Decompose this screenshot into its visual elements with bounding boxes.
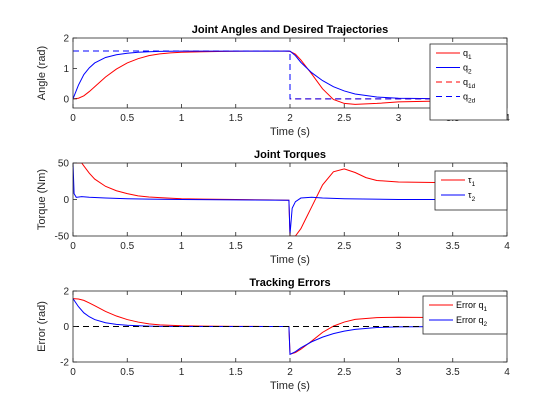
x-axis-label: Time (s) bbox=[270, 126, 310, 138]
x-axis-label: Time (s) bbox=[270, 254, 310, 266]
x-tick-label: 1.5 bbox=[229, 367, 243, 378]
x-tick-label: 0 bbox=[70, 241, 76, 252]
y-axis-label: Error (rad) bbox=[36, 301, 48, 352]
y-axis-label: Angle (rad) bbox=[36, 46, 48, 100]
x-axis-label: Time (s) bbox=[270, 380, 310, 392]
legend-box bbox=[422, 295, 508, 335]
x-tick-label: 3 bbox=[396, 241, 402, 252]
legend-label: q1 bbox=[463, 48, 472, 61]
x-tick-label: 0.5 bbox=[120, 367, 134, 378]
y-tick-label: 2 bbox=[63, 287, 69, 298]
legend-label: Error q1 bbox=[456, 300, 488, 313]
legend-box bbox=[434, 170, 508, 211]
x-tick-label: 0 bbox=[70, 367, 76, 378]
chart-title: Joint Torques bbox=[254, 149, 326, 161]
y-tick-label: 50 bbox=[58, 159, 70, 170]
legend-label: Error q2 bbox=[456, 315, 488, 328]
chart-panel-1: 00.511.522.533.54012Joint Angles and Des… bbox=[36, 24, 510, 138]
legend-label: q1d bbox=[463, 77, 476, 90]
legend-label: q2d bbox=[463, 92, 476, 105]
y-axis-label: Torque (Nm) bbox=[36, 169, 48, 230]
series-line-q2d bbox=[73, 50, 507, 100]
x-tick-label: 1 bbox=[179, 241, 185, 252]
series-group bbox=[73, 163, 507, 236]
x-tick-label: 2 bbox=[287, 241, 293, 252]
y-tick-label: -2 bbox=[60, 358, 69, 369]
y-tick-label: -50 bbox=[55, 232, 70, 243]
y-tick-label: 0 bbox=[63, 94, 69, 105]
legend-label: q2 bbox=[463, 63, 472, 76]
y-tick-label: 1 bbox=[63, 64, 69, 75]
y-tick-label: 0 bbox=[63, 322, 69, 333]
legend-label: τ2 bbox=[468, 190, 476, 203]
series-group bbox=[73, 50, 507, 105]
x-tick-label: 3 bbox=[396, 113, 402, 124]
y-tick-label: 0 bbox=[63, 195, 69, 206]
legend: Error q1 Error q2 bbox=[422, 295, 508, 335]
x-tick-label: 0 bbox=[70, 113, 76, 124]
chart-title: Tracking Errors bbox=[249, 277, 330, 289]
x-tick-label: 1 bbox=[179, 113, 185, 124]
x-tick-label: 2.5 bbox=[337, 367, 351, 378]
x-tick-label: 3.5 bbox=[446, 367, 460, 378]
x-tick-label: 4 bbox=[504, 367, 510, 378]
x-tick-label: 2.5 bbox=[337, 113, 351, 124]
x-tick-label: 3.5 bbox=[446, 241, 460, 252]
chart-title: Joint Angles and Desired Trajectories bbox=[192, 24, 388, 36]
x-tick-label: 1 bbox=[179, 367, 185, 378]
x-tick-label: 0.5 bbox=[120, 113, 134, 124]
x-tick-label: 4 bbox=[504, 241, 510, 252]
x-tick-label: 1.5 bbox=[229, 113, 243, 124]
x-tick-label: 2.5 bbox=[337, 241, 351, 252]
series-line-τ2 bbox=[73, 163, 507, 235]
y-tick-label: 2 bbox=[63, 34, 69, 45]
x-tick-label: 2 bbox=[287, 113, 293, 124]
x-tick-label: 0.5 bbox=[120, 241, 134, 252]
legend-label: τ1 bbox=[468, 175, 476, 188]
x-tick-label: 1.5 bbox=[229, 241, 243, 252]
x-tick-label: 2 bbox=[287, 367, 293, 378]
legend-box bbox=[429, 43, 508, 121]
x-tick-label: 3 bbox=[396, 367, 402, 378]
